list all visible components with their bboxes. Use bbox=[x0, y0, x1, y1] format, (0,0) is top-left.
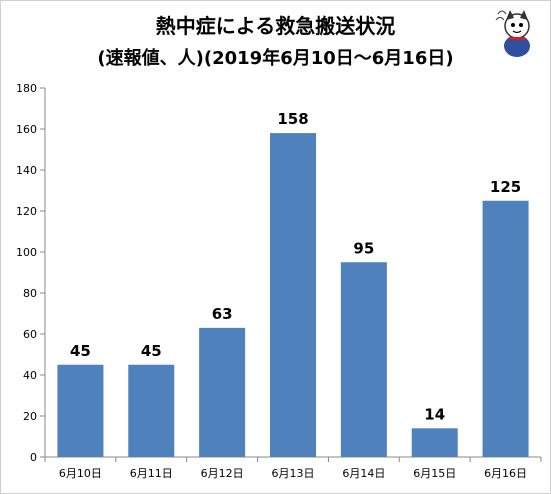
mascot-logo-icon bbox=[495, 10, 530, 57]
y-tick-label: 160 bbox=[16, 123, 37, 136]
y-tick-label: 180 bbox=[16, 82, 37, 95]
x-tick-label: 6月10日 bbox=[59, 467, 102, 480]
data-label: 158 bbox=[277, 110, 308, 128]
bar bbox=[57, 364, 104, 457]
data-label: 95 bbox=[353, 239, 374, 257]
chart-title: 熱中症による救急搬送状況 bbox=[155, 14, 396, 38]
bar bbox=[270, 133, 316, 457]
chart-subtitle: (速報値、人)(2019年6月10日～6月16日) bbox=[97, 48, 454, 69]
y-tick-label: 120 bbox=[16, 205, 37, 218]
data-label: 14 bbox=[424, 405, 445, 423]
x-tick-label: 6月12日 bbox=[201, 467, 244, 480]
bar bbox=[199, 327, 246, 457]
x-tick-label: 6月13日 bbox=[272, 467, 315, 480]
y-tick-label: 0 bbox=[30, 451, 37, 464]
y-tick-label: 40 bbox=[23, 369, 37, 382]
x-tick-label: 6月16日 bbox=[484, 467, 527, 480]
y-tick-label: 100 bbox=[16, 246, 37, 259]
x-tick-label: 6月15日 bbox=[413, 467, 456, 480]
data-label: 63 bbox=[212, 305, 233, 323]
x-tick-label: 6月11日 bbox=[130, 467, 173, 480]
bar bbox=[411, 428, 458, 457]
x-tick-label: 6月14日 bbox=[342, 467, 385, 480]
bar bbox=[340, 262, 387, 457]
bar bbox=[128, 364, 175, 457]
y-tick-label: 80 bbox=[23, 287, 37, 300]
y-tick-label: 20 bbox=[23, 410, 37, 423]
data-label: 45 bbox=[70, 342, 91, 360]
data-label: 125 bbox=[490, 178, 521, 196]
bar bbox=[482, 200, 529, 457]
data-label: 45 bbox=[141, 342, 162, 360]
y-tick-label: 140 bbox=[16, 164, 37, 177]
y-tick-label: 60 bbox=[23, 328, 37, 341]
